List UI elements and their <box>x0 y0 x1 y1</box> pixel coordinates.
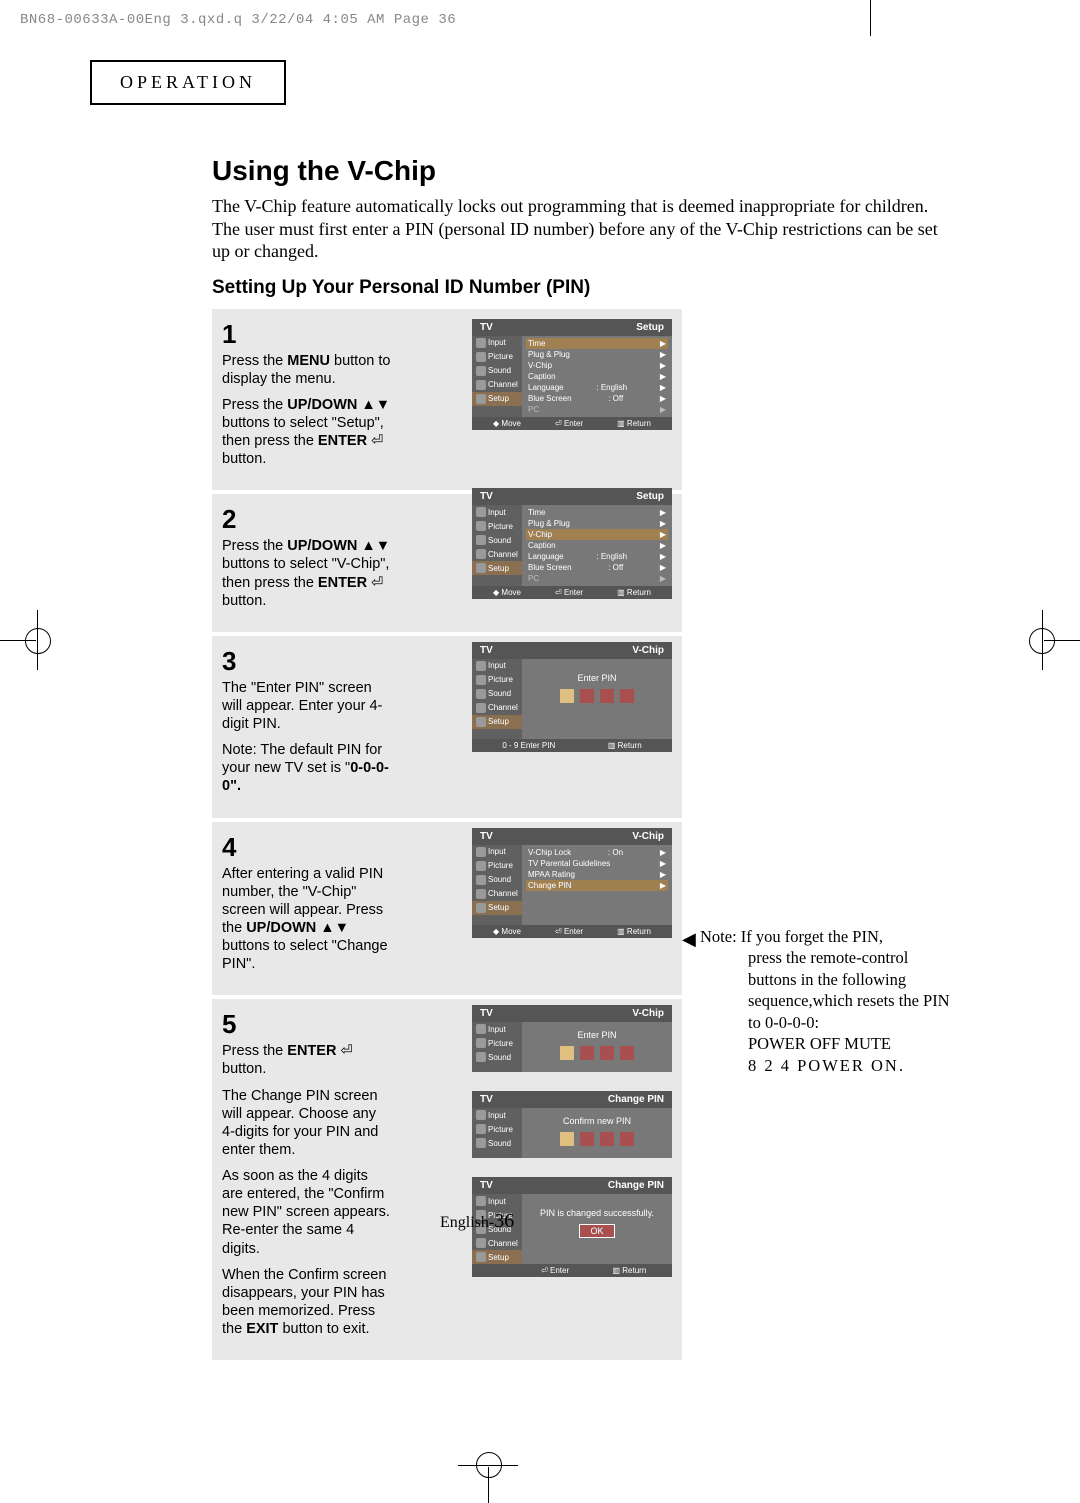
crop-mark <box>488 1467 489 1503</box>
section-subtitle: Setting Up Your Personal ID Number (PIN) <box>212 277 960 299</box>
section-header: OPERATION <box>120 72 256 92</box>
document-header: BN68-00633A-00Eng 3.qxd.q 3/22/04 4:05 A… <box>20 12 456 28</box>
page-title: Using the V-Chip <box>212 155 960 187</box>
steps-container: 1 Press the MENU button to display the m… <box>212 309 682 1361</box>
tv-screenshot-confirm-pin: TVChange PIN Input Picture Sound Confirm… <box>472 1091 672 1158</box>
tv-screenshot-enter-pin-2: TVV-Chip Input Picture Sound Enter PIN <box>472 1005 672 1072</box>
tv-screenshot-vchip-select: TVSetup Input Picture Sound Channel Setu… <box>472 488 672 599</box>
page-footer: English-36 <box>440 1210 514 1233</box>
crop-mark <box>870 0 871 36</box>
page-content: OPERATION Using the V-Chip The V-Chip fe… <box>90 60 960 1364</box>
side-note: ◀ Note: If you forget the PIN, press the… <box>700 926 1035 1076</box>
step-text: The "Enter PIN" screen will appear. Ente… <box>222 679 392 796</box>
step-3: 3 The "Enter PIN" screen will appear. En… <box>212 636 682 818</box>
section-header-box: OPERATION <box>90 60 286 105</box>
tv-screenshot-vchip-menu: TVV-Chip Input Picture Sound Channel Set… <box>472 828 672 938</box>
note-arrow-icon: ◀ <box>682 928 696 951</box>
step-text: Press the ENTER ⏎ button. The Change PIN… <box>222 1042 392 1338</box>
intro-paragraph: The V-Chip feature automatically locks o… <box>212 195 960 263</box>
step-2: 2 Press the UP/DOWN ▲▼ buttons to select… <box>212 494 682 632</box>
crop-mark <box>1044 640 1080 641</box>
step-text: After entering a valid PIN number, the "… <box>222 865 392 974</box>
step-1: 1 Press the MENU button to display the m… <box>212 309 682 491</box>
tv-screenshot-enter-pin: TVV-Chip Input Picture Sound Channel Set… <box>472 642 672 752</box>
crop-mark <box>0 640 36 641</box>
step-4: 4 After entering a valid PIN number, the… <box>212 822 682 996</box>
step-text: Press the MENU button to display the men… <box>222 352 392 469</box>
step-text: Press the UP/DOWN ▲▼ buttons to select "… <box>222 537 392 610</box>
step-5: 5 Press the ENTER ⏎ button. The Change P… <box>212 999 682 1360</box>
tv-screenshot-setup: TVSetup Input Picture Sound Channel Setu… <box>472 319 672 430</box>
